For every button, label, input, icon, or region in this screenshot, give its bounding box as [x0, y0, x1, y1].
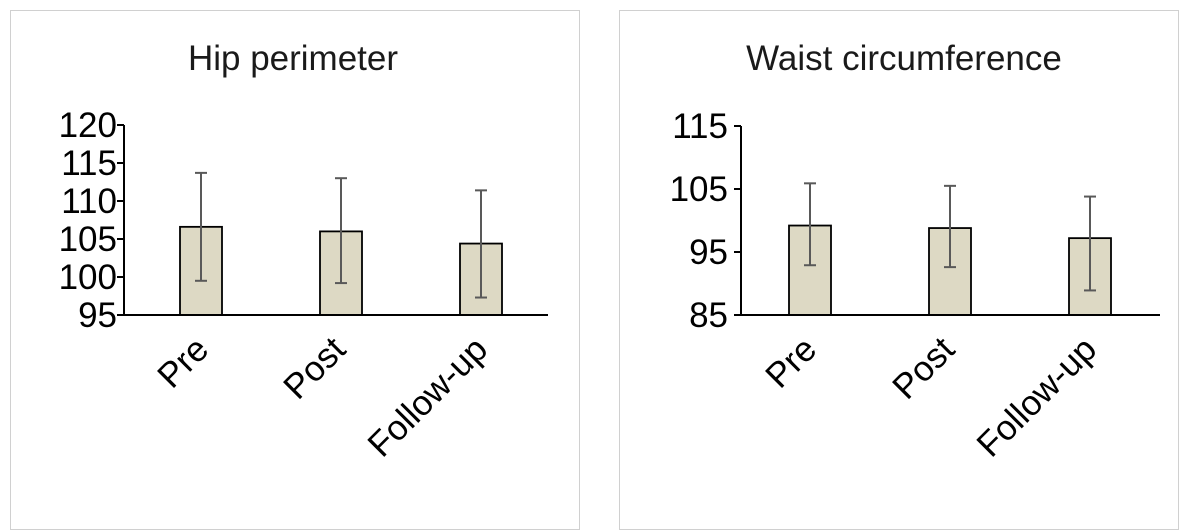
x-category-label-follow-up: Follow-up	[360, 330, 495, 465]
y-tick-label: 120	[59, 106, 117, 145]
chart-title: Waist circumference	[746, 39, 1062, 78]
x-category-label-pre: Pre	[758, 330, 824, 396]
y-tick-label: 110	[61, 182, 117, 221]
chart-title: Hip perimeter	[188, 39, 398, 78]
x-category-label-post: Post	[885, 329, 962, 406]
x-category-label-post: Post	[276, 329, 353, 406]
y-tick-label: 95	[78, 296, 117, 335]
y-tick-label: 85	[689, 296, 728, 335]
y-tick-label: 100	[59, 258, 117, 297]
waist-circumference-chart: Waist circumference 115 105 95 85 Pre Post Foll…	[670, 39, 1160, 464]
y-tick-label: 95	[689, 233, 728, 272]
y-tick-label: 115	[61, 144, 117, 183]
y-tick-label: 105	[59, 220, 117, 259]
x-category-label-follow-up: Follow-up	[969, 330, 1104, 465]
y-tick-label: 115	[672, 107, 728, 146]
y-tick-label: 105	[670, 170, 728, 209]
x-category-label-pre: Pre	[150, 330, 216, 396]
